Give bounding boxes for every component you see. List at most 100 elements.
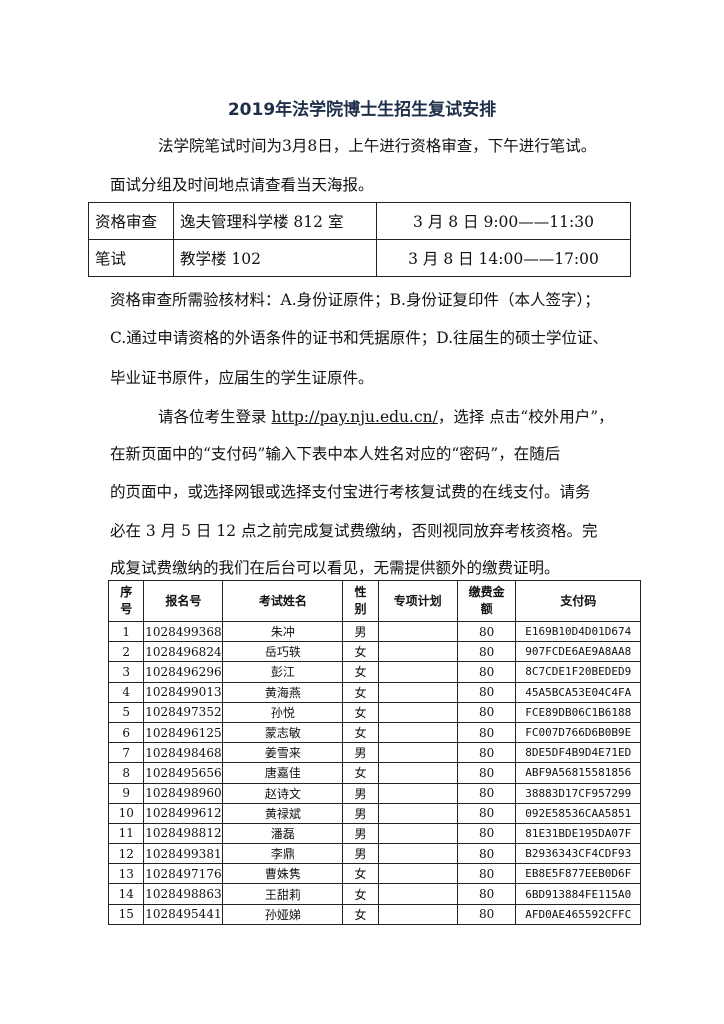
materials-line-2: C.通过申请资格的外语条件的证书和凭据原件；D.往届生的硕士学位证、	[110, 329, 609, 347]
cell-gender: 男	[342, 620, 379, 643]
cell-fee: 80	[456, 620, 517, 643]
cell-name: 唐嘉佳	[222, 762, 344, 784]
payment-link[interactable]: http://pay.nju.edu.cn/	[271, 408, 438, 426]
header-index: 序 号	[107, 580, 145, 622]
table-row: 6 1028496125 蒙志敏女 80 FC007D766D6B0B9E	[107, 721, 641, 744]
table-row: 13 1028497176 曹姝隽女 80 EB8E5F877EEB0D6F	[107, 863, 641, 885]
table-row: 5 1028497352 孙悦女 80 FCE89DB06C1B6188	[107, 701, 641, 723]
cell-index: 14	[107, 883, 145, 905]
cell-reg-no: 1028497176	[143, 863, 224, 885]
cell-reg-no: 1028498468	[143, 742, 224, 764]
schedule-place: 教学楼 102	[173, 239, 377, 277]
table-row: 9 1028498960 赵诗文男 80 38883D17CF957299	[107, 782, 641, 804]
table-row: 11 1028498812 潘磊男 80 81E31BDE195DA07F	[107, 822, 641, 845]
cell-index: 2	[107, 641, 145, 663]
header-pay-code: 支付码	[515, 580, 641, 622]
schedule-item: 资格审查	[88, 202, 174, 240]
cell-index: 6	[107, 721, 145, 744]
cell-special-plan	[377, 762, 458, 784]
cell-name: 蒙志敏	[222, 721, 344, 744]
payment-text: 请各位考生登录	[158, 408, 272, 426]
table-row: 14 1028498863 王甜莉女 80 6BD913884FE115A0	[107, 883, 641, 905]
cell-reg-no: 1028499368	[143, 620, 224, 643]
cell-pay-code: 8C7CDE1F20BEDED9	[515, 661, 641, 683]
cell-reg-no: 1028498812	[143, 822, 224, 845]
cell-special-plan	[377, 742, 458, 764]
table-row: 2 1028496824 岳巧轶女 80 907FCDE6AE9A8AA8	[107, 641, 641, 663]
cell-gender: 男	[342, 843, 379, 865]
cell-gender: 女	[342, 903, 379, 925]
cell-gender: 男	[342, 802, 379, 824]
cell-index: 3	[107, 661, 145, 683]
cell-reg-no: 1028495656	[143, 762, 224, 784]
cell-gender: 女	[342, 863, 379, 885]
schedule-row: 笔试 教学楼 102 3 月 8 日 14:00——17:00	[88, 239, 631, 277]
cell-special-plan	[377, 863, 458, 885]
cell-fee: 80	[456, 863, 517, 885]
payment-line-2: 在新页面中的“支付码”输入下表中本人姓名对应的“密码”，在随后	[110, 445, 561, 463]
payment-line-5: 成复试费缴纳的我们在后台可以看见，无需提供额外的缴费证明。	[110, 559, 560, 577]
cell-index: 7	[107, 742, 145, 764]
cell-fee: 80	[456, 883, 517, 905]
cell-gender: 女	[342, 681, 379, 703]
cell-name: 王甜莉	[222, 883, 344, 905]
cell-special-plan	[377, 620, 458, 643]
cell-pay-code: FC007D766D6B0B9E	[515, 721, 641, 744]
cell-index: 13	[107, 863, 145, 885]
cell-special-plan	[377, 903, 458, 925]
cell-special-plan	[377, 641, 458, 663]
intro-line-1: 法学院笔试时间为3月8日，上午进行资格审查，下午进行笔试。	[158, 137, 597, 155]
cell-pay-code: 092E58536CAA5851	[515, 802, 641, 824]
cell-gender: 女	[342, 762, 379, 784]
cell-fee: 80	[456, 903, 517, 925]
cell-special-plan	[377, 782, 458, 804]
cell-special-plan	[377, 822, 458, 845]
cell-name: 岳巧轶	[222, 641, 344, 663]
schedule-time: 3 月 8 日 9:00——11:30	[376, 202, 631, 240]
header-fee: 缴费金 额	[456, 580, 517, 622]
cell-special-plan	[377, 843, 458, 865]
cell-fee: 80	[456, 822, 517, 845]
header-special-plan: 专项计划	[377, 580, 458, 622]
table-row: 3 1028496296 彭江女 80 8C7CDE1F20BEDED9	[107, 661, 641, 683]
cell-index: 8	[107, 762, 145, 784]
cell-gender: 女	[342, 641, 379, 663]
cell-reg-no: 1028498863	[143, 883, 224, 905]
table-row: 4 1028499013 黄海燕女 80 45A5BCA53E04C4FA	[107, 681, 641, 703]
cell-fee: 80	[456, 762, 517, 784]
cell-gender: 女	[342, 883, 379, 905]
cell-reg-no: 1028497352	[143, 701, 224, 723]
cell-pay-code: 907FCDE6AE9A8AA8	[515, 641, 641, 663]
table-row: 7 1028498468 姜雪来男 80 8DE5DF4B9D4E71ED	[107, 742, 641, 764]
table-header-row: 序 号报名号 考试姓名性 别专项计划 缴费金 额支付码	[107, 580, 641, 622]
cell-index: 1	[107, 620, 145, 643]
payment-line-4: 必在 3 月 5 日 12 点之前完成复试费缴纳，否则视同放弃考核资格。完	[110, 522, 598, 540]
cell-reg-no: 1028499381	[143, 843, 224, 865]
cell-fee: 80	[456, 843, 517, 865]
table-row: 1 1028499368 朱冲男 80 E169B10D4D01D674	[107, 620, 641, 643]
cell-gender: 女	[342, 661, 379, 683]
cell-fee: 80	[456, 802, 517, 824]
cell-index: 12	[107, 843, 145, 865]
cell-pay-code: E169B10D4D01D674	[515, 620, 641, 643]
cell-gender: 男	[342, 822, 379, 845]
candidate-table: 序 号报名号 考试姓名性 别专项计划 缴费金 额支付码 1 1028499368 朱冲男…	[107, 580, 641, 925]
page-title: 2019年法学院博士生招生复试安排	[227, 100, 497, 120]
cell-fee: 80	[456, 641, 517, 663]
cell-reg-no: 1028496296	[143, 661, 224, 683]
header-gender: 性 别	[342, 580, 379, 622]
cell-name: 黄禄斌	[222, 802, 344, 824]
schedule-item: 笔试	[88, 239, 174, 277]
cell-gender: 男	[342, 742, 379, 764]
cell-reg-no: 1028496824	[143, 641, 224, 663]
cell-pay-code: 45A5BCA53E04C4FA	[515, 681, 641, 703]
cell-name: 彭江	[222, 661, 344, 683]
cell-name: 曹姝隽	[222, 863, 344, 885]
cell-reg-no: 1028496125	[143, 721, 224, 744]
cell-fee: 80	[456, 721, 517, 744]
cell-name: 黄海燕	[222, 681, 344, 703]
payment-line-1: 请各位考生登录 http://pay.nju.edu.cn/，选择 点击“校外用…	[158, 405, 614, 427]
intro-line-2: 面试分组及时间地点请查看当天海报。	[110, 176, 374, 194]
cell-pay-code: FCE89DB06C1B6188	[515, 701, 641, 723]
cell-fee: 80	[456, 742, 517, 764]
